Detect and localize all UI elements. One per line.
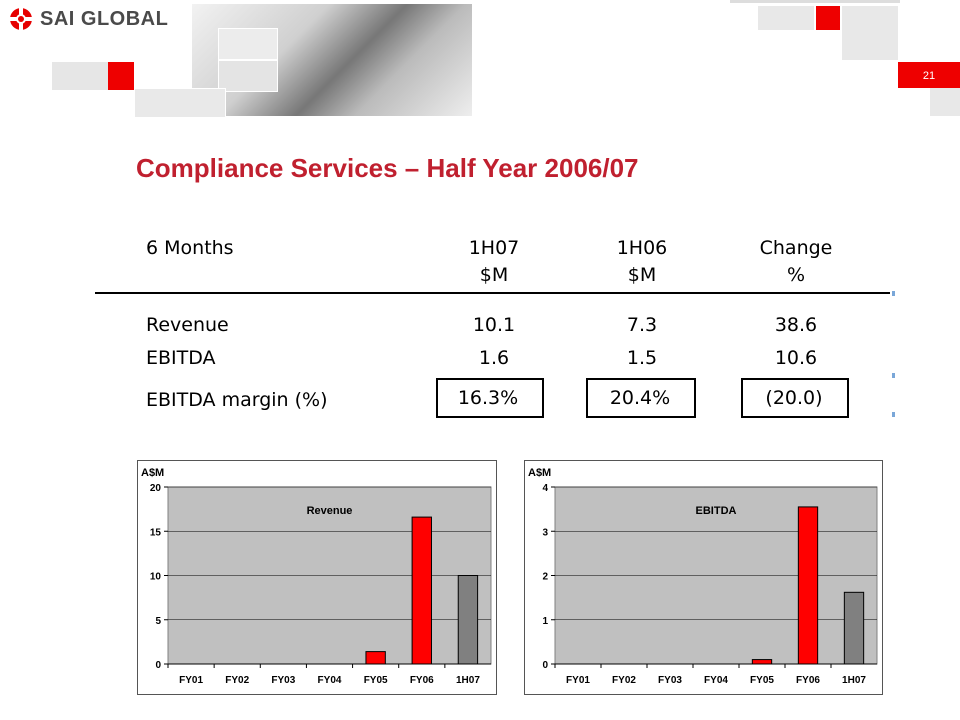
column-header-change: Change [759,237,833,259]
revenue-y-axis-label: A$M [141,467,164,479]
ebitda-bar-fy05 [751,659,773,665]
ebitda-x-tick-label: FY05 [750,675,774,686]
revenue-x-tick-label: FY06 [410,675,434,686]
row-label-revenue: Revenue [146,314,229,336]
table-header-rule [95,292,890,294]
cell-margin-change: (20.0) [765,387,823,409]
ebitda-x-tick-label: FY01 [566,675,590,686]
ebitda-y-tick-label: 2 [542,572,548,583]
revenue-y-tick-label: 5 [155,616,161,627]
revenue-bar-fy05 [365,651,386,665]
ebitda-y-axis-label: A$M [528,467,551,479]
ebitda-x-tick-label: 1H07 [842,675,866,686]
ebitda-chart-svg: A$M 0 1 2 3 4 FY01 FY02 FY03 FY04 FY05 FY06 1H07 EBIT… [528,467,878,686]
mosaic-red-tile [108,62,134,90]
cell-revenue-1h07: 10.1 [472,314,516,336]
ebitda-y-tick-label: 4 [542,483,548,494]
cell-margin-1h07: 16.3% [457,387,519,409]
mosaic-tile [758,6,814,30]
column-unit-change: % [786,264,806,286]
cell-box-margin-change [741,378,849,418]
mosaic-red-tile [816,6,840,30]
revenue-bar-1h07 [457,575,479,665]
mosaic-tile [218,60,278,92]
company-logo: SAI GLOBAL [8,6,168,32]
revenue-y-tick-label: 0 [155,660,161,671]
decor-dash [892,373,895,378]
ebitda-x-tick-label: FY02 [612,675,636,686]
ebitda-x-tick-label: FY04 [704,675,728,686]
mosaic-tile [218,28,278,60]
ebitda-y-tick-label: 1 [542,616,548,627]
revenue-bar-fy06 [411,516,432,665]
ebitda-y-tick-label: 0 [542,660,548,671]
mosaic-tile [134,88,226,118]
cell-revenue-1h06: 7.3 [626,314,658,336]
cell-ebitda-change: 10.6 [774,347,818,369]
ebitda-chart-title: EBITDA [696,505,737,517]
page-number: 21 [898,62,960,88]
decor-dash [892,291,895,296]
revenue-x-tick-label: FY04 [318,675,342,686]
column-unit-1h07: $M [479,264,509,286]
revenue-chart-title: Revenue [307,505,353,517]
ebitda-x-tick-label: FY06 [796,675,820,686]
ebitda-x-tick-label: FY03 [658,675,682,686]
revenue-x-tick-label: FY01 [179,675,203,686]
revenue-chart-svg: A$M 0 5 10 15 20 FY01 FY02 FY03 FY04 FY05 FY06 1H07 R… [141,467,492,686]
ebitda-chart: A$M 0 1 2 3 4 FY01 FY02 FY03 FY04 FY05 FY06 1H07 EBIT… [524,460,883,695]
table-header-label: 6 Months [146,237,234,259]
cell-margin-1h06: 20.4% [609,387,671,409]
mosaic-tile [52,62,108,90]
revenue-y-tick-label: 10 [150,572,162,583]
sai-global-logo-icon [9,7,33,31]
mosaic-tile [842,6,898,60]
column-unit-1h06: $M [627,264,657,286]
revenue-x-tick-label: FY05 [364,675,388,686]
revenue-x-tick-label: 1H07 [456,675,480,686]
cell-revenue-change: 38.6 [774,314,818,336]
row-label-ebitda-margin: EBITDA margin (%) [146,389,328,411]
revenue-x-tick-label: FY03 [271,675,295,686]
ebitda-bar-fy06 [797,506,819,665]
revenue-chart: A$M 0 5 10 15 20 FY01 FY02 FY03 FY04 FY05 FY06 1H07 R… [137,460,497,695]
revenue-y-tick-label: 15 [150,527,162,538]
cell-ebitda-1h06: 1.5 [626,347,658,369]
ebitda-bar-1h07 [843,591,865,665]
cell-box-margin-1h06 [586,378,696,418]
mosaic-tile [730,0,900,3]
cell-box-margin-1h07 [436,378,544,418]
decor-dash [892,412,895,417]
slide-title: Compliance Services – Half Year 2006/07 [136,153,639,183]
column-header-1h07: 1H07 [468,237,520,259]
mosaic-tile [930,88,960,116]
cell-ebitda-1h07: 1.6 [478,347,510,369]
revenue-x-tick-label: FY02 [225,675,249,686]
logo-text: SAI GLOBAL [40,7,169,30]
ebitda-y-tick-label: 3 [542,527,548,538]
column-header-1h06: 1H06 [616,237,668,259]
revenue-y-tick-label: 20 [150,483,162,494]
row-label-ebitda: EBITDA [146,347,216,369]
